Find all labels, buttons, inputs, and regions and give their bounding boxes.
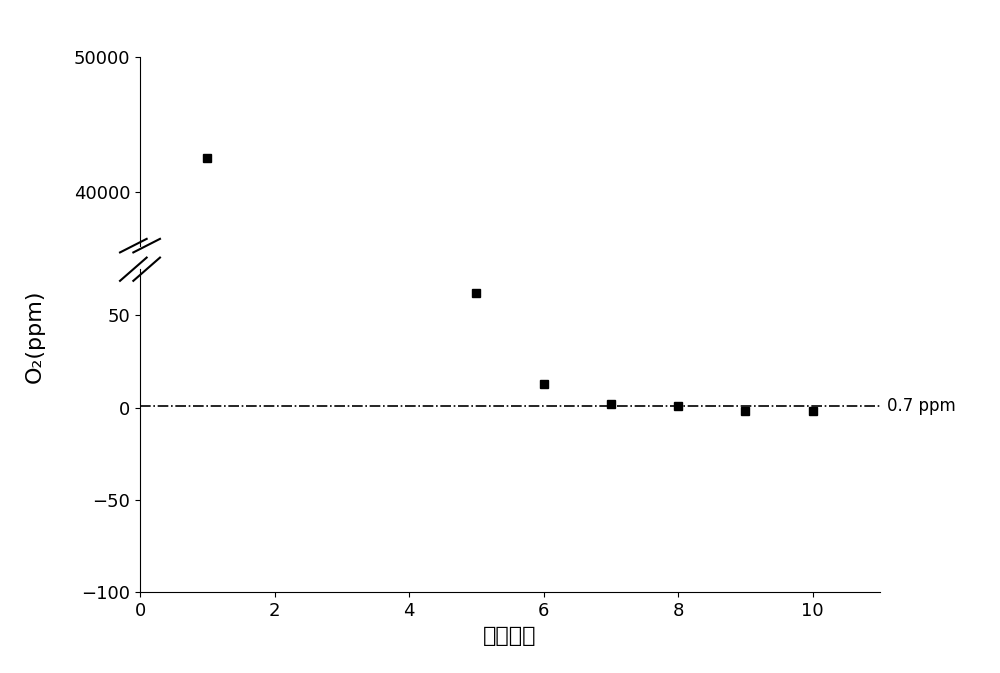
Text: 0.7 ppm: 0.7 ppm: [887, 397, 956, 415]
Text: O₂(ppm): O₂(ppm): [25, 290, 45, 383]
X-axis label: 置换次数: 置换次数: [483, 625, 537, 645]
